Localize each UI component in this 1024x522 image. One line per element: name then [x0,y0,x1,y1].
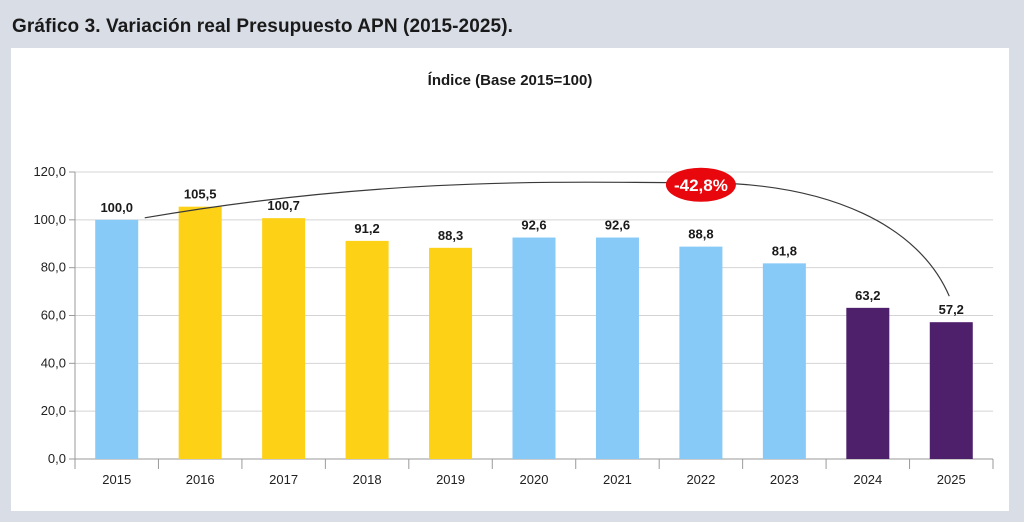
y-tick-label: 100,0 [33,212,66,227]
bar [429,247,473,459]
data-label: 63,2 [855,288,880,303]
bar [345,240,389,459]
y-tick-label: 80,0 [41,260,66,275]
x-tick-label: 2015 [102,472,131,487]
data-label: 88,3 [438,228,463,243]
axes: 0,0 20,0 40,0 60,0 80,0 100,0 120,0 2015 2016 201… [33,164,994,487]
x-tick-label: 2019 [436,472,465,487]
chart-card: Índice (Base 2015=100) 0,0 20,0 40,0 60,0 80… [11,48,1009,511]
data-label: 92,6 [605,218,630,233]
change-badge-text: -42,8% [674,176,728,195]
x-tick-label: 2022 [686,472,715,487]
y-tick-label: 60,0 [41,308,66,323]
x-tick-label: 2024 [853,472,882,487]
x-tick-label: 2016 [186,472,215,487]
bar [95,219,139,459]
x-tick-label: 2017 [269,472,298,487]
y-tick-label: 20,0 [41,403,66,418]
data-label: 91,2 [354,221,379,236]
x-tick-label: 2023 [770,472,799,487]
data-label: 92,6 [521,218,546,233]
change-badge [665,167,736,202]
x-tick-label: 2018 [353,472,382,487]
bar [178,206,222,459]
data-labels: 100,0 105,5 100,7 91,2 88,3 92,6 92,6 88,8 81,8 6… [100,187,963,318]
bar [679,246,723,459]
y-tick-label: 40,0 [41,355,66,370]
bar [595,237,639,459]
figure-heading: Gráfico 3. Variación real Presupuesto AP… [12,16,514,37]
bar-chart: Índice (Base 2015=100) 0,0 20,0 40,0 60,0 80… [33,72,994,487]
data-label: 88,8 [688,227,713,242]
x-tick-label: 2025 [937,472,966,487]
change-annotation: -42,8% [144,167,950,297]
bar [929,322,973,459]
data-label: 57,2 [939,302,964,317]
bars [95,206,973,459]
data-label: 105,5 [184,187,217,202]
bar [846,307,890,459]
data-label: 100,7 [267,198,300,213]
y-tick-label: 0,0 [48,451,66,466]
x-tick-label: 2020 [520,472,549,487]
chart-subtitle: Índice (Base 2015=100) [428,72,593,89]
x-tick-label: 2021 [603,472,632,487]
bar [512,237,556,459]
data-label: 100,0 [100,200,133,215]
bar [762,263,806,459]
data-label: 81,8 [772,243,797,258]
bar [262,218,306,459]
y-tick-label: 120,0 [33,164,66,179]
